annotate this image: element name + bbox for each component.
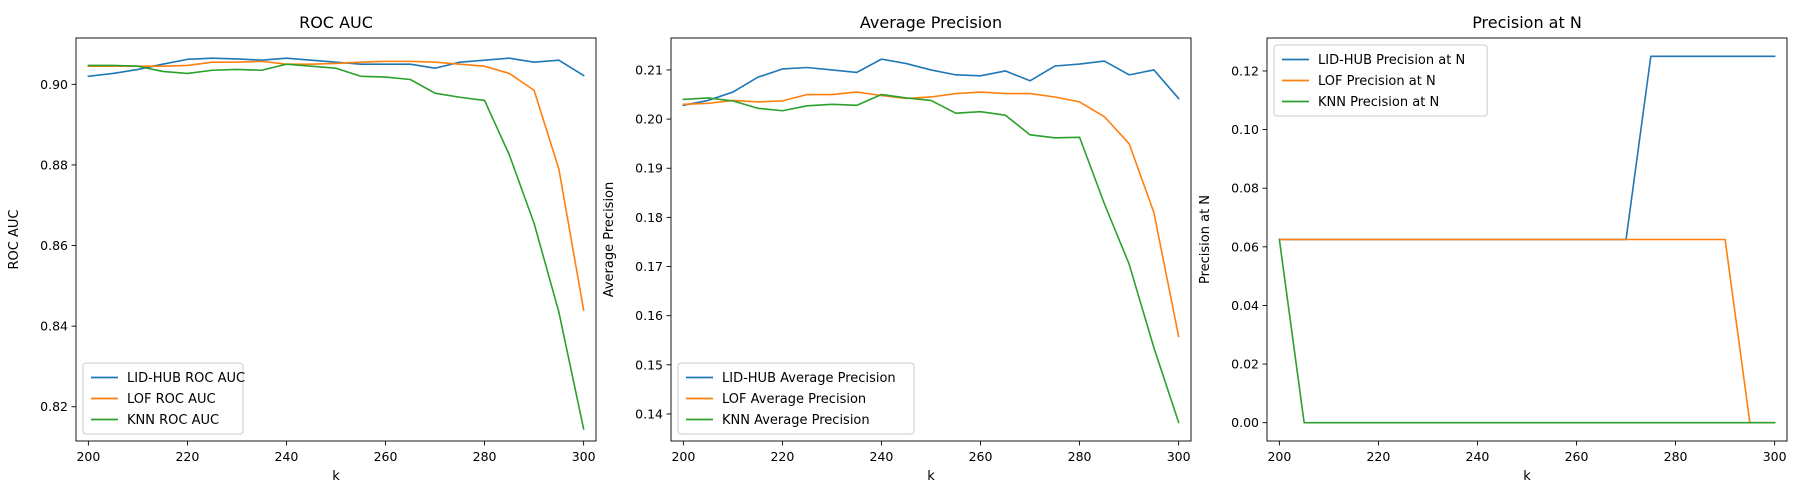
legend-label: KNN Precision at N [1318,95,1439,110]
chart-panel-1: 200 220 240 260 280 300 0.82 0.84 0.86 0.88 0.90 RO… [7,13,597,484]
x-tick-label: 260 [374,449,398,464]
legend-box [82,362,244,435]
x-tick-label: 240 [1466,449,1490,464]
series-group [1278,55,1776,424]
x-tick-label: 280 [473,449,497,464]
series-line-2 [1278,238,1776,424]
legend-label: KNN ROC AUC [127,413,219,428]
legend-box [677,362,915,435]
x-tick-label: 240 [870,449,894,464]
x-tick-label: 300 [1763,449,1787,464]
x-axis-label: k [927,469,935,484]
y-tick-label: 0.10 [1231,122,1259,137]
y-tick-label: 0.00 [1231,415,1259,430]
y-tick-label: 0.21 [635,62,663,77]
chart-title: Precision at N [1472,13,1582,32]
x-tick-label: 300 [572,449,596,464]
legend-label: LOF Precision at N [1318,74,1436,89]
series-group [87,57,585,430]
series-line-1 [87,57,585,78]
y-tick-label: 0.06 [1231,239,1259,254]
x-axis-label: k [1523,469,1531,484]
y-axis-label: ROC AUC [7,210,22,270]
axes-frame [1266,37,1788,442]
axes-frame [75,37,597,442]
y-tick-label: 0.82 [40,399,68,414]
y-tick-label: 0.14 [635,406,663,421]
y-tick-label: 0.88 [40,157,68,172]
series-line-2 [87,60,585,311]
x-tick-label: 200 [76,449,100,464]
y-tick-label: 0.90 [40,77,68,92]
legend-label: LOF ROC AUC [127,392,216,407]
legend: LID-HUB Average Precision LOF Average Pre… [677,362,915,435]
y-tick-label: 0.18 [635,210,663,225]
chart-title: ROC AUC [299,13,373,32]
series-line-3 [87,63,585,430]
y-axis-label: Precision at N [1198,195,1213,284]
y-tick-label: 0.04 [1231,298,1259,313]
x-tick-label: 260 [969,449,993,464]
x-axis-label: k [332,469,340,484]
x-tick-label: 280 [1068,449,1092,464]
y-tick-label: 0.20 [635,112,663,127]
x-tick-label: 300 [1167,449,1191,464]
x-tick-label: 220 [1366,449,1390,464]
y-tick-label: 0.02 [1231,357,1259,372]
series-line-3 [1278,238,1776,424]
x-tick-label: 200 [671,449,695,464]
x-tick-label: 260 [1565,449,1589,464]
y-tick-label: 0.15 [635,357,663,372]
x-tick-label: 280 [1664,449,1688,464]
chart-panel-3: 200 220 240 260 280 300 0.00 0.02 0.04 0.06 0.08 0.… [1198,13,1788,484]
y-tick-label: 0.16 [635,308,663,323]
x-tick-label: 240 [275,449,299,464]
y-tick-label: 0.86 [40,238,68,253]
axes-frame [670,37,1192,442]
series-group [682,58,1180,424]
legend-box [1273,44,1488,117]
legend-label: LID-HUB Precision at N [1318,53,1465,68]
y-tick-label: 0.12 [1231,63,1259,78]
chart-title: Average Precision [860,13,1002,32]
y-tick-label: 0.84 [40,319,68,334]
legend: LID-HUB ROC AUC LOF ROC AUC KNN ROC AUC [82,362,245,435]
y-tick-label: 0.08 [1231,181,1259,196]
legend-label: LOF Average Precision [722,392,866,407]
chart-panel-2: 200 220 240 260 280 300 0.14 0.15 0.16 0.17 0.18 0.… [602,13,1192,484]
x-tick-label: 200 [1267,449,1291,464]
x-tick-label: 220 [770,449,794,464]
legend-label: LID-HUB Average Precision [722,371,896,386]
x-tick-label: 220 [175,449,199,464]
y-tick-label: 0.19 [635,161,663,176]
legend-label: KNN Average Precision [722,413,870,428]
series-line-3 [682,93,1180,424]
y-tick-label: 0.17 [635,259,663,274]
series-line-1 [682,58,1180,107]
legend-label: LID-HUB ROC AUC [127,371,245,386]
legend: LID-HUB Precision at N LOF Precision at N… [1273,44,1488,117]
y-axis-label: Average Precision [602,182,617,298]
series-line-2 [682,91,1180,338]
